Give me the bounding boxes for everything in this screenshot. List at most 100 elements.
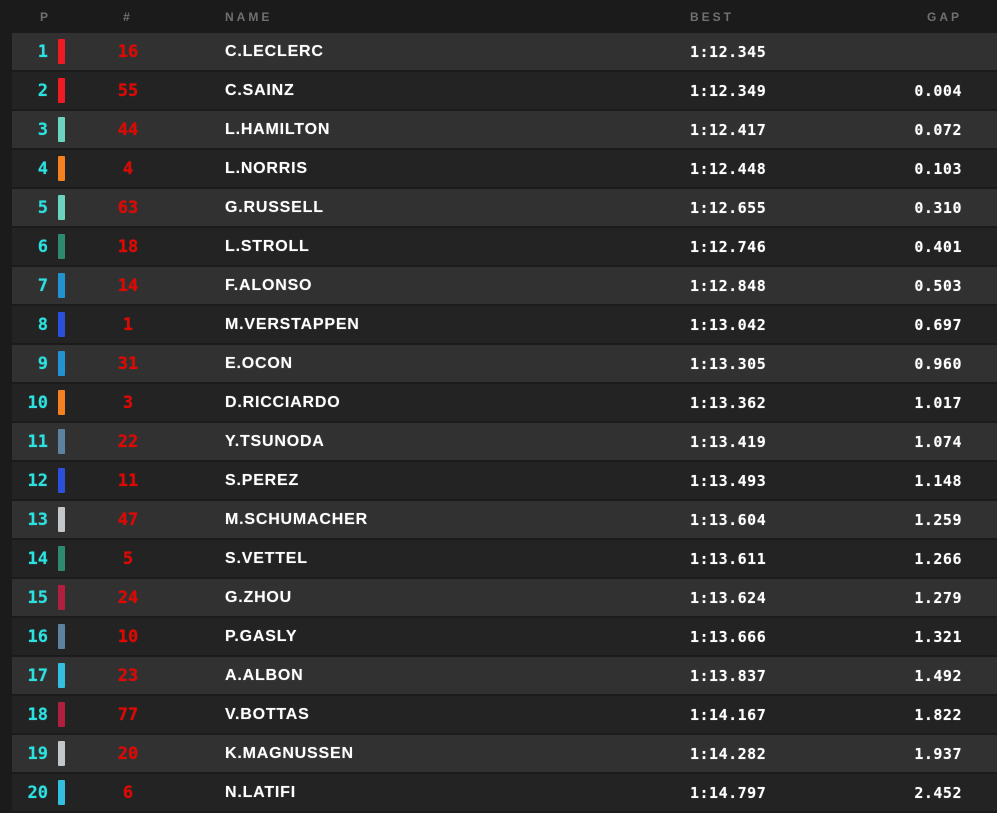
driver-row[interactable]: 3 44 L.HAMILTON 1:12.417 0.072	[12, 111, 997, 148]
driver-row[interactable]: 18 77 V.BOTTAS 1:14.167 1.822	[12, 696, 997, 733]
team-color-cell	[48, 156, 74, 181]
position-cell: 12	[27, 470, 48, 491]
position-cell: 6	[37, 236, 48, 257]
position-cell: 8	[37, 314, 48, 335]
position-cell: 3	[37, 119, 48, 140]
position-cell: 9	[37, 353, 48, 374]
best-time-cell: 1:12.746	[690, 237, 767, 256]
position-cell: 15	[27, 587, 48, 608]
car-number-cell: 3	[122, 392, 134, 413]
driver-row[interactable]: 17 23 A.ALBON 1:13.837 1.492	[12, 657, 997, 694]
team-color-cell	[48, 429, 74, 454]
driver-name-cell: M.VERSTAPPEN	[225, 315, 360, 333]
team-color-bar	[58, 585, 65, 610]
car-number-cell: 63	[117, 197, 139, 218]
driver-row[interactable]: 15 24 G.ZHOU 1:13.624 1.279	[12, 579, 997, 616]
gap-cell: 0.697	[914, 315, 962, 334]
best-time-cell: 1:13.666	[690, 627, 767, 646]
driver-name-cell: V.BOTTAS	[225, 705, 310, 723]
driver-row[interactable]: 7 14 F.ALONSO 1:12.848 0.503	[12, 267, 997, 304]
gap-cell: 0.103	[914, 159, 962, 178]
best-time-cell: 1:13.611	[690, 549, 767, 568]
team-color-cell	[48, 702, 74, 727]
best-time-cell: 1:12.448	[690, 159, 767, 178]
team-color-bar	[58, 663, 65, 688]
driver-row[interactable]: 11 22 Y.TSUNODA 1:13.419 1.074	[12, 423, 997, 460]
gap-cell: 1.266	[914, 549, 962, 568]
gap-cell: 0.503	[914, 276, 962, 295]
gap-cell: 1.074	[914, 432, 962, 451]
driver-name-cell: S.VETTEL	[225, 549, 308, 567]
car-number-cell: 14	[117, 275, 139, 296]
car-number-cell: 20	[117, 743, 139, 764]
team-color-bar	[58, 156, 65, 181]
driver-name-cell: C.LECLERC	[225, 42, 324, 60]
driver-row[interactable]: 13 47 M.SCHUMACHER 1:13.604 1.259	[12, 501, 997, 538]
position-cell: 11	[27, 431, 48, 452]
best-time-cell: 1:13.837	[690, 666, 767, 685]
driver-name-cell: F.ALONSO	[225, 276, 313, 294]
team-color-cell	[48, 507, 74, 532]
gap-cell: 1.321	[914, 627, 962, 646]
team-color-cell	[48, 390, 74, 415]
team-color-cell	[48, 585, 74, 610]
driver-name-cell: S.PEREZ	[225, 471, 300, 489]
team-color-cell	[48, 351, 74, 376]
position-cell: 4	[37, 158, 48, 179]
driver-row[interactable]: 2 55 C.SAINZ 1:12.349 0.004	[12, 72, 997, 109]
car-number-cell: 47	[117, 509, 139, 530]
team-color-bar	[58, 78, 65, 103]
gap-cell: 2.452	[914, 783, 962, 802]
gap-cell: 0.960	[914, 354, 962, 373]
driver-row[interactable]: 20 6 N.LATIFI 1:14.797 2.452	[12, 774, 997, 811]
best-time-cell: 1:12.655	[690, 198, 767, 217]
team-color-bar	[58, 702, 65, 727]
best-time-cell: 1:12.349	[690, 81, 767, 100]
best-time-cell: 1:13.042	[690, 315, 767, 334]
driver-name-cell: E.OCON	[225, 354, 293, 372]
driver-row[interactable]: 19 20 K.MAGNUSSEN 1:14.282 1.937	[12, 735, 997, 772]
car-number-cell: 44	[117, 119, 139, 140]
driver-name-cell: K.MAGNUSSEN	[225, 744, 354, 762]
best-time-cell: 1:13.305	[690, 354, 767, 373]
driver-row[interactable]: 1 16 C.LECLERC 1:12.345	[12, 33, 997, 70]
column-header-car-number: #	[123, 9, 133, 24]
team-color-bar	[58, 390, 65, 415]
driver-row[interactable]: 14 5 S.VETTEL 1:13.611 1.266	[12, 540, 997, 577]
team-color-bar	[58, 429, 65, 454]
position-cell: 20	[27, 782, 48, 803]
car-number-cell: 55	[117, 80, 139, 101]
driver-row[interactable]: 8 1 M.VERSTAPPEN 1:13.042 0.697	[12, 306, 997, 343]
driver-row[interactable]: 16 10 P.GASLY 1:13.666 1.321	[12, 618, 997, 655]
best-time-cell: 1:14.797	[690, 783, 767, 802]
driver-row[interactable]: 4 4 L.NORRIS 1:12.448 0.103	[12, 150, 997, 187]
driver-name-cell: L.STROLL	[225, 237, 310, 255]
driver-row[interactable]: 10 3 D.RICCIARDO 1:13.362 1.017	[12, 384, 997, 421]
best-time-cell: 1:13.493	[690, 471, 767, 490]
best-time-cell: 1:12.345	[690, 42, 767, 61]
team-color-bar	[58, 507, 65, 532]
driver-rows-container: 1 16 C.LECLERC 1:12.345 2 55 C.SAINZ 1:1…	[0, 33, 997, 811]
car-number-cell: 77	[117, 704, 139, 725]
driver-name-cell: L.HAMILTON	[225, 120, 331, 138]
driver-name-cell: N.LATIFI	[225, 783, 296, 801]
position-cell: 19	[27, 743, 48, 764]
position-cell: 7	[37, 275, 48, 296]
team-color-cell	[48, 78, 74, 103]
position-cell: 14	[27, 548, 48, 569]
team-color-cell	[48, 468, 74, 493]
driver-row[interactable]: 6 18 L.STROLL 1:12.746 0.401	[12, 228, 997, 265]
driver-row[interactable]: 12 11 S.PEREZ 1:13.493 1.148	[12, 462, 997, 499]
driver-row[interactable]: 9 31 E.OCON 1:13.305 0.960	[12, 345, 997, 382]
table-header-row: P # NAME BEST GAP	[12, 0, 997, 33]
driver-row[interactable]: 5 63 G.RUSSELL 1:12.655 0.310	[12, 189, 997, 226]
team-color-bar	[58, 546, 65, 571]
team-color-cell	[48, 312, 74, 337]
position-cell: 5	[37, 197, 48, 218]
driver-name-cell: C.SAINZ	[225, 81, 295, 99]
gap-cell: 0.401	[914, 237, 962, 256]
driver-name-cell: D.RICCIARDO	[225, 393, 341, 411]
team-color-cell	[48, 546, 74, 571]
team-color-bar	[58, 468, 65, 493]
team-color-bar	[58, 351, 65, 376]
